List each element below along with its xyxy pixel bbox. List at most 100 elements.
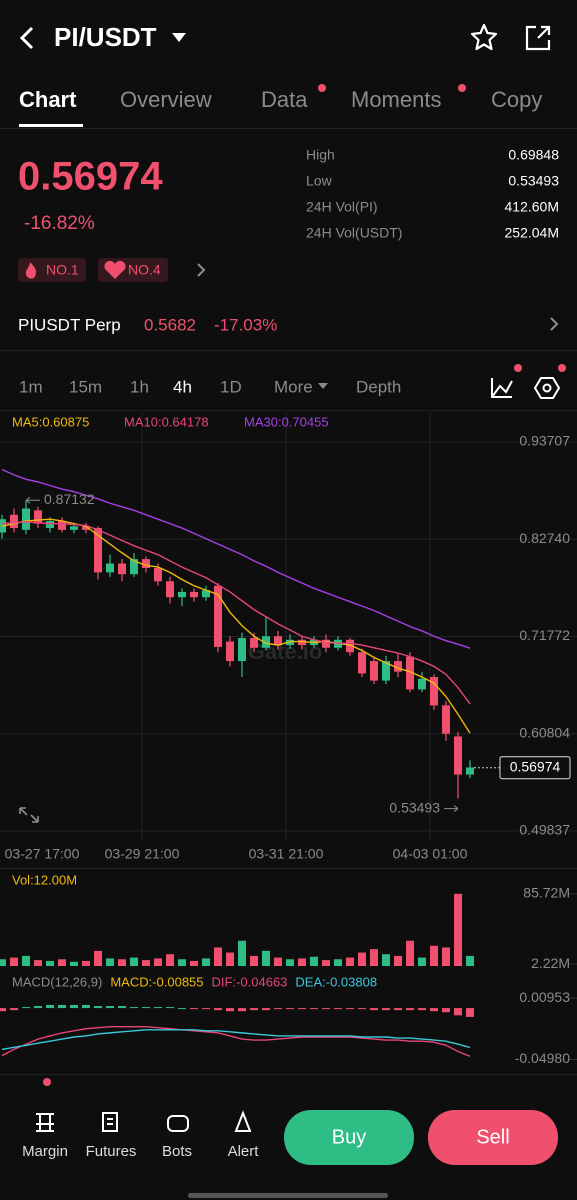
candle-body <box>70 526 78 530</box>
candle-body <box>214 585 222 647</box>
candle-body <box>178 591 186 598</box>
candle-body <box>202 590 210 598</box>
volume-bar <box>142 960 150 966</box>
tab[interactable]: Chart <box>19 87 77 112</box>
stat-label: Low <box>306 173 333 189</box>
notify-dot <box>558 364 566 372</box>
chevron[interactable] <box>550 317 559 331</box>
macd-bar <box>250 1008 258 1011</box>
candle-body <box>250 638 258 648</box>
pair-title[interactable]: PI/USDT <box>54 22 157 52</box>
volume-bar <box>70 961 78 966</box>
indicator-line <box>1 521 471 705</box>
perp-change: -17.03% <box>214 315 277 334</box>
indicator-button[interactable] <box>491 378 513 398</box>
fullscreen-button[interactable] <box>19 807 39 823</box>
macd-bar <box>466 1008 474 1017</box>
candle-body <box>286 639 294 646</box>
nav-label[interactable]: Bots <box>162 1143 192 1160</box>
volume-bar <box>382 954 390 966</box>
macd-bar <box>22 1007 30 1009</box>
volume-bar <box>418 957 426 966</box>
macd-legend: MACD:-0.00855 <box>110 974 203 989</box>
macd-bar <box>226 1008 234 1012</box>
nav-label[interactable]: Futures <box>86 1143 137 1160</box>
home-indicator <box>188 1193 388 1198</box>
last-price-box <box>499 756 571 780</box>
volume-legend: Vol:12.00M <box>12 872 77 887</box>
candle-body <box>406 656 414 690</box>
volume-bar <box>238 940 246 966</box>
notify-dot <box>318 84 326 92</box>
macd-bar <box>358 1008 366 1010</box>
volume-bar <box>406 940 414 966</box>
tab[interactable]: Data <box>261 87 308 112</box>
interval[interactable]: 1D <box>220 377 242 396</box>
min-arrow <box>444 805 459 812</box>
macd-bar <box>82 1004 90 1009</box>
max-arrow <box>25 496 40 504</box>
buy-button[interactable] <box>284 1110 414 1165</box>
bots-icon <box>167 1115 189 1132</box>
x-tick-label: 04-03 01:00 <box>393 846 468 862</box>
chevron[interactable] <box>197 263 206 277</box>
divider <box>0 128 577 129</box>
stat-value: 0.69848 <box>508 147 559 163</box>
candle-body <box>94 528 102 573</box>
y-tick-label: 0.71772 <box>519 627 570 643</box>
bottom-nav: Margin Futures Bots Alert <box>22 1143 259 1160</box>
candle-body <box>238 638 246 662</box>
divider <box>0 410 577 411</box>
volume-bar <box>214 947 222 966</box>
volume-bar <box>130 957 138 966</box>
tab[interactable]: Moments <box>351 87 441 112</box>
volume-bar <box>286 959 294 966</box>
back-button[interactable] <box>19 26 34 50</box>
alert-icon <box>234 1110 252 1132</box>
interval[interactable]: 1m <box>19 377 43 396</box>
divider <box>0 350 577 351</box>
candle-body <box>226 641 234 662</box>
volume-bar <box>0 959 6 966</box>
pair-dropdown[interactable] <box>172 33 186 42</box>
volume-bar <box>442 947 450 966</box>
macd-bar <box>178 1008 186 1010</box>
share-button[interactable] <box>525 25 551 51</box>
badge-text: NO.1 <box>46 262 79 278</box>
notify-dot <box>514 364 522 372</box>
interval[interactable]: 1h <box>130 377 149 396</box>
candle-body <box>430 677 438 706</box>
y-tick-label: 0.00953 <box>519 989 570 1005</box>
macd-bar <box>130 1007 138 1009</box>
candle-body <box>274 636 282 646</box>
interval[interactable]: 15m <box>69 377 102 396</box>
tab[interactable]: Overview <box>120 87 212 112</box>
macd-bar <box>310 1008 318 1010</box>
macd-bar <box>214 1008 222 1011</box>
perp-name[interactable]: PIUSDT Perp <box>18 315 121 334</box>
favorite-button[interactable] <box>470 23 498 51</box>
volume-bar <box>358 952 366 966</box>
macd-bar <box>346 1008 354 1010</box>
macd-bar <box>34 1006 42 1009</box>
interval[interactable]: Depth <box>356 377 401 396</box>
nav-label[interactable]: Alert <box>228 1143 260 1160</box>
notify-dot <box>43 1078 51 1086</box>
sell-button[interactable] <box>428 1110 558 1165</box>
candle-body <box>10 514 18 529</box>
macd-bar <box>406 1008 414 1011</box>
candle-body <box>106 563 114 573</box>
interval[interactable]: 4h <box>173 377 192 396</box>
volume-bar <box>190 960 198 966</box>
stat-value: 252.04M <box>505 225 559 241</box>
tab[interactable]: Copy <box>491 87 542 112</box>
nav-label[interactable]: Margin <box>22 1143 68 1160</box>
interval[interactable]: More <box>274 377 313 396</box>
volume-bar <box>250 955 258 966</box>
flame-icon <box>25 262 37 279</box>
last-price-label: 0.56974 <box>510 758 561 774</box>
perp-price: 0.5682 <box>144 315 196 334</box>
candle-body <box>34 510 42 524</box>
y-tick-label: 85.72M <box>523 885 570 901</box>
settings-button[interactable] <box>533 377 561 399</box>
